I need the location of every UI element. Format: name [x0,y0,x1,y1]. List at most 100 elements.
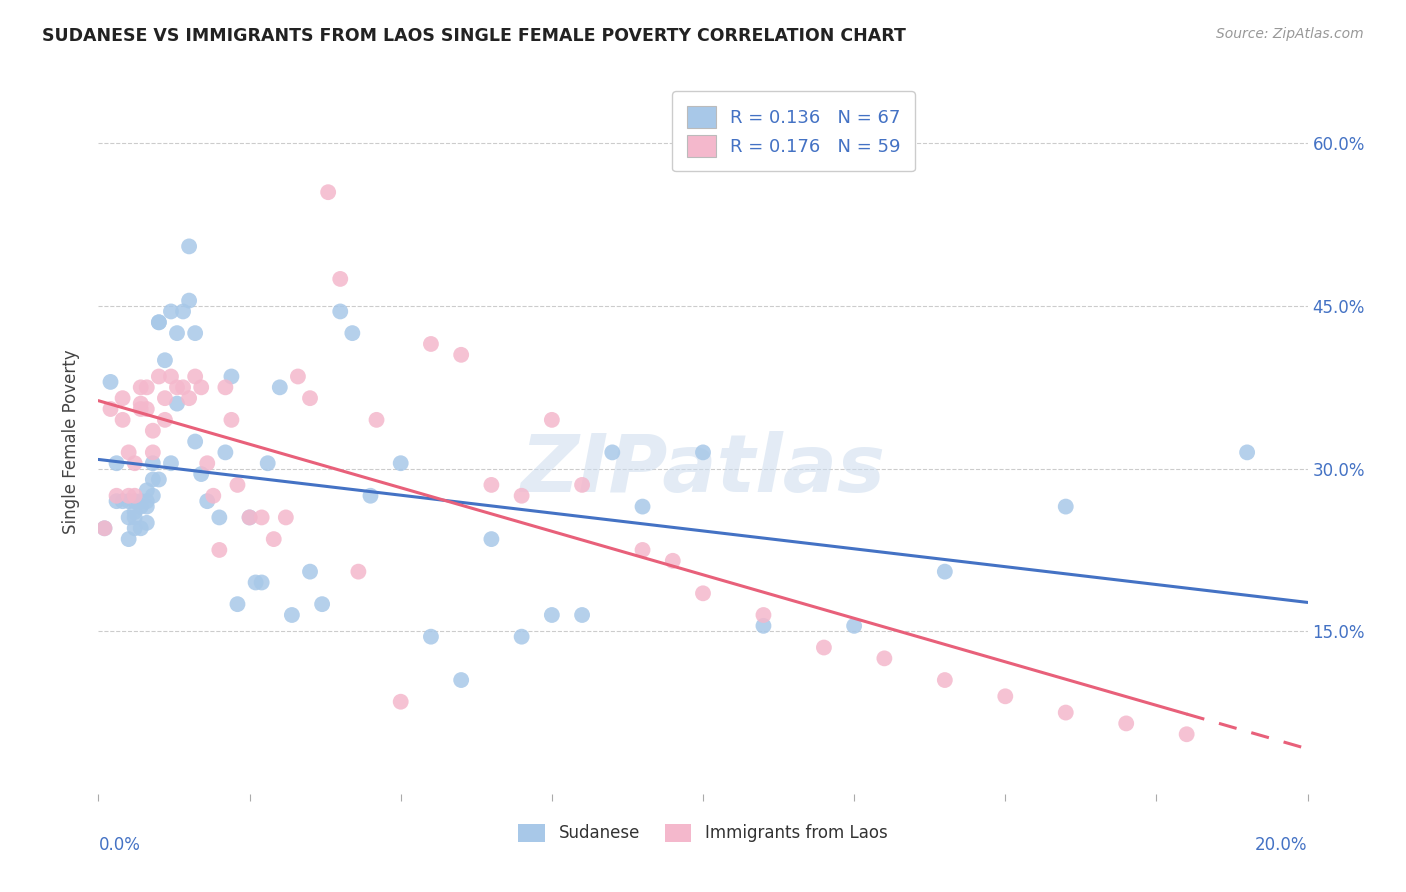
Point [342,326,364,340]
Point [540,607,562,622]
Point [752,607,775,622]
Point [118,532,141,546]
Point [245,575,267,590]
Point [129,396,152,410]
Point [160,369,183,384]
Point [195,456,218,470]
Point [111,391,134,405]
Point [287,369,309,384]
Point [142,489,165,503]
Point [129,380,152,394]
Point [366,413,388,427]
Point [221,413,243,427]
Point [142,445,165,459]
Point [661,554,683,568]
Point [148,473,170,487]
Point [93,521,115,535]
Point [510,630,533,644]
Point [118,489,141,503]
Point [450,348,472,362]
Point [93,521,115,535]
Point [184,326,207,340]
Point [153,413,176,427]
Point [1115,716,1137,731]
Text: 0.0%: 0.0% [98,836,141,855]
Point [360,489,382,503]
Point [510,489,533,503]
Point [1054,500,1077,514]
Point [329,272,352,286]
Point [100,375,122,389]
Point [105,456,128,470]
Point [160,456,183,470]
Point [1175,727,1198,741]
Point [105,494,128,508]
Point [1054,706,1077,720]
Point [172,304,194,318]
Point [142,424,165,438]
Point [166,326,188,340]
Point [934,673,956,687]
Point [129,494,152,508]
Point [179,293,201,308]
Point [111,494,134,508]
Point [184,434,207,449]
Point [329,304,352,318]
Point [239,510,262,524]
Text: Source: ZipAtlas.com: Source: ZipAtlas.com [1216,27,1364,41]
Point [135,483,157,498]
Point [389,456,412,470]
Point [214,445,236,459]
Point [540,413,562,427]
Point [129,500,152,514]
Point [190,467,212,481]
Point [299,565,322,579]
Point [148,315,170,329]
Point [129,402,152,417]
Point [450,673,472,687]
Point [153,353,176,368]
Point [124,510,146,524]
Point [1236,445,1258,459]
Point [135,500,157,514]
Point [124,521,146,535]
Text: SUDANESE VS IMMIGRANTS FROM LAOS SINGLE FEMALE POVERTY CORRELATION CHART: SUDANESE VS IMMIGRANTS FROM LAOS SINGLE … [42,27,905,45]
Point [873,651,896,665]
Point [226,597,249,611]
Point [934,565,956,579]
Point [190,380,212,394]
Point [316,185,339,199]
Point [299,391,322,405]
Point [752,619,775,633]
Point [481,478,503,492]
Point [226,478,249,492]
Point [994,690,1017,704]
Y-axis label: Single Female Poverty: Single Female Poverty [62,350,80,533]
Point [571,607,593,622]
Point [221,369,243,384]
Point [160,304,183,318]
Point [481,532,503,546]
Point [118,494,141,508]
Point [135,402,157,417]
Point [571,478,593,492]
Point [148,369,170,384]
Point [631,500,654,514]
Text: 20.0%: 20.0% [1256,836,1308,855]
Point [153,391,176,405]
Point [311,597,333,611]
Point [184,369,207,384]
Point [208,510,231,524]
Point [389,695,412,709]
Point [100,402,122,417]
Point [631,543,654,558]
Point [124,456,146,470]
Point [250,510,273,524]
Point [179,239,201,253]
Point [166,380,188,394]
Point [135,516,157,530]
Point [281,607,304,622]
Point [420,630,443,644]
Legend: Sudanese, Immigrants from Laos: Sudanese, Immigrants from Laos [512,817,894,849]
Point [142,456,165,470]
